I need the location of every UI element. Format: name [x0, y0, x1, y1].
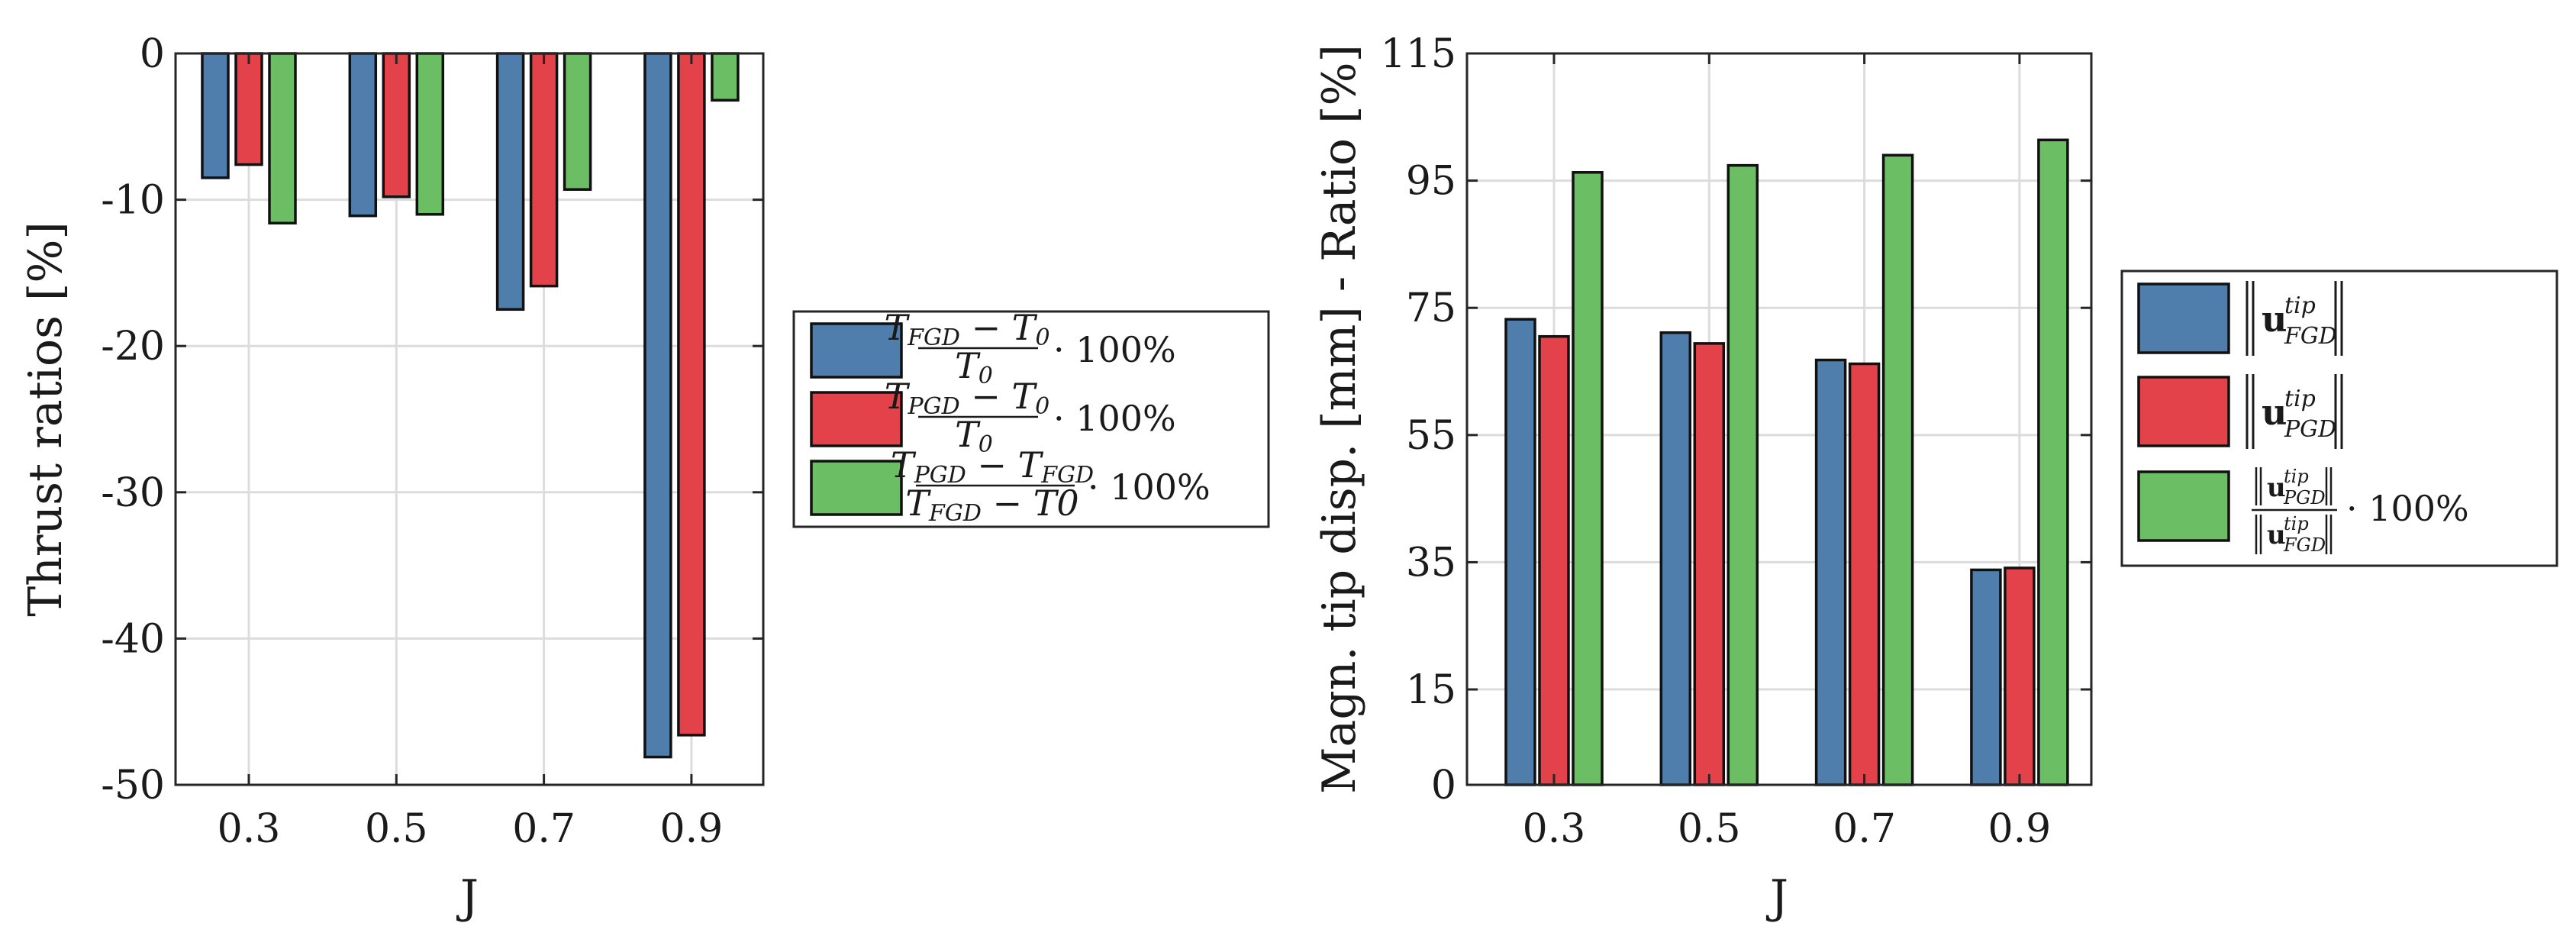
tip-legend-sub-pgd: PGD: [2284, 416, 2336, 443]
thrust-legend: TFGD − T0 T0 · 100% TPGD − T0 T0 · 100% …: [792, 307, 1270, 528]
thrust-legend-den-pgd: T0: [955, 414, 993, 458]
thrust-legend-swatch-ratio: [810, 460, 903, 516]
bar-red-0.9: [2004, 566, 2036, 786]
tip-legend-sub-fgd: FGD: [2284, 323, 2337, 350]
thrust-bars: [201, 52, 740, 759]
bar-blue-0.7: [495, 52, 525, 311]
bar-blue-0.7: [1814, 358, 1847, 786]
tip-legend: u tip FGD u tip PGD: [2120, 270, 2558, 567]
thrust-ratios-chart: 0 -10 -20 -30 -40 -50 0.3 0.5 0.7 0.9 J Thrust r…: [19, 31, 1270, 924]
tip-legend-sup-fgd: tip: [2284, 292, 2316, 319]
bar-red-0.5: [1693, 342, 1726, 786]
x-tick-label: 0.7: [1833, 806, 1896, 852]
bar-green-0.5: [415, 52, 445, 216]
y-tick-label: 35: [1406, 540, 1456, 586]
tip-legend-num-sup: tip: [2284, 466, 2309, 487]
bar-red-0.9: [677, 52, 706, 737]
thrust-plot-frame: [174, 52, 765, 786]
tip-legend-num-sub: PGD: [2283, 487, 2326, 508]
y-tick-label: -10: [101, 178, 165, 224]
bar-blue-0.5: [348, 52, 378, 218]
tip-y-tick-labels: 0 15 35 55 75 95 115: [1381, 31, 1456, 809]
bar-green-0.5: [1726, 163, 1759, 786]
bar-blue-0.3: [1504, 318, 1536, 786]
bar-red-0.3: [234, 52, 263, 166]
bar-blue-0.3: [201, 52, 230, 179]
bar-red-0.5: [382, 52, 411, 198]
y-tick-label: -30: [101, 470, 165, 516]
tip-displacement-chart: 0 15 35 55 75 95 115 0.3 0.5 0.7 0.9 J Magn. tip …: [1313, 31, 2558, 924]
bar-green-0.9: [711, 52, 740, 102]
bar-blue-0.9: [1970, 568, 2002, 786]
bar-green-0.3: [1572, 171, 1604, 786]
bar-red-0.7: [1848, 362, 1881, 786]
tip-legend-swatch-fgd: [2137, 282, 2230, 354]
y-tick-label: -40: [101, 616, 165, 662]
tip-legend-label-fgd: u tip FGD: [2246, 281, 2343, 356]
tip-x-axis-label: J: [1765, 870, 1788, 924]
bar-blue-0.9: [643, 52, 672, 759]
thrust-x-tick-labels: 0.3 0.5 0.7 0.9: [218, 806, 724, 852]
tip-legend-swatch-pgd: [2137, 376, 2230, 447]
tip-plot-frame: [1465, 52, 2093, 786]
bar-green-0.7: [563, 52, 592, 191]
bar-blue-0.5: [1659, 331, 1692, 786]
tip-bars: [1504, 138, 2069, 786]
y-tick-label: -50: [101, 763, 165, 809]
tip-legend-base-pgd: u: [2262, 392, 2287, 433]
tip-x-tick-labels: 0.3 0.5 0.7 0.9: [1523, 806, 2052, 852]
thrust-legend-den-ratio: TFGD − T0: [905, 483, 1078, 527]
tip-legend-num-base: u: [2267, 473, 2286, 503]
x-tick-label: 0.9: [1988, 806, 2052, 852]
thrust-y-axis-label: Thrust ratios [%]: [19, 221, 73, 617]
thrust-legend-suffix-fgd: · 100%: [1053, 329, 1176, 370]
y-tick-label: 0: [1431, 763, 1456, 809]
thrust-grid: [176, 52, 763, 786]
tip-legend-den-sub: FGD: [2283, 534, 2326, 556]
thrust-x-axis-label: J: [456, 870, 479, 924]
tip-y-axis-label: Magn. tip disp. [mm] - Ratio [%]: [1313, 44, 1366, 794]
y-tick-label: 95: [1406, 159, 1456, 205]
y-tick-label: 75: [1406, 286, 1456, 331]
tip-legend-den-sup: tip: [2284, 513, 2309, 534]
x-tick-label: 0.3: [218, 806, 281, 852]
y-tick-label: 15: [1406, 667, 1456, 713]
thrust-legend-suffix-ratio: · 100%: [1088, 466, 1211, 508]
bar-green-0.9: [2037, 138, 2069, 786]
tip-legend-den-base: u: [2267, 520, 2286, 550]
y-tick-label: 0: [140, 31, 165, 77]
x-tick-label: 0.3: [1523, 806, 1586, 852]
tip-ticks: [1467, 52, 2091, 786]
x-tick-label: 0.9: [660, 806, 724, 852]
tip-legend-swatch-ratio: [2137, 470, 2230, 542]
tip-legend-sup-pgd: tip: [2284, 386, 2316, 412]
y-tick-label: -20: [101, 324, 165, 370]
thrust-y-tick-labels: 0 -10 -20 -30 -40 -50: [101, 31, 165, 809]
thrust-legend-swatch-fgd: [810, 322, 903, 379]
thrust-legend-num-ratio: TPGD − TFGD: [891, 444, 1094, 489]
thrust-legend-num-fgd: TFGD − T0: [884, 307, 1049, 351]
thrust-legend-suffix-pgd: · 100%: [1053, 398, 1176, 439]
bar-red-0.3: [1538, 334, 1570, 786]
thrust-legend-num-pgd: TPGD − T0: [885, 376, 1049, 420]
tip-legend-label-pgd: u tip PGD: [2246, 374, 2343, 449]
x-tick-label: 0.5: [365, 806, 428, 852]
x-tick-label: 0.7: [512, 806, 575, 852]
tip-legend-suffix-ratio: · 100%: [2346, 488, 2469, 529]
thrust-ticks: [176, 52, 763, 786]
tip-legend-base-fgd: u: [2262, 299, 2287, 340]
tip-legend-label-ratio: u tip PGD u tip FGD · 100%: [2252, 466, 2469, 556]
x-tick-label: 0.5: [1678, 806, 1741, 852]
bar-red-0.7: [529, 52, 559, 288]
bar-green-0.7: [1881, 153, 1914, 786]
thrust-legend-swatch-pgd: [810, 391, 903, 447]
y-tick-label: 55: [1406, 413, 1456, 459]
thrust-legend-den-fgd: T0: [955, 345, 993, 389]
y-tick-label: 115: [1381, 31, 1456, 77]
bar-green-0.3: [268, 52, 297, 225]
